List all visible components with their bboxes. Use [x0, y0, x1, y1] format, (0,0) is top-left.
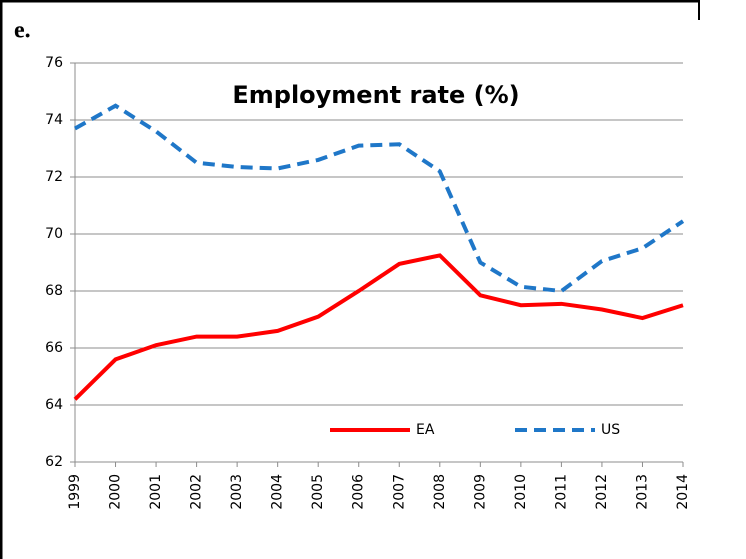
x-tick-label: 2011: [553, 474, 569, 510]
x-tick-label: 2013: [634, 474, 650, 510]
x-tick-label: 2008: [432, 474, 448, 510]
y-tick-label: 70: [45, 226, 63, 242]
x-tick-label: 2002: [189, 474, 205, 510]
x-tick-label: 2005: [310, 474, 326, 510]
x-tick-label: 2003: [229, 474, 245, 510]
y-tick-label: 68: [45, 283, 63, 299]
chart-title: Employment rate (%): [232, 81, 519, 109]
series-line: [74, 103, 685, 294]
y-tick-label: 62: [45, 454, 63, 470]
x-tick-label: 2001: [148, 474, 164, 510]
legend-label: EA: [416, 422, 435, 438]
x-tick-label: 2006: [351, 474, 367, 510]
y-tick-label: 64: [45, 397, 63, 413]
x-tick-label: 2000: [108, 474, 124, 510]
x-tick-label: 1999: [67, 474, 83, 510]
x-tick-label: 2014: [675, 474, 691, 510]
x-tick-label: 2012: [594, 474, 610, 510]
x-tick-label: 2009: [472, 474, 488, 510]
legend-label: US: [601, 422, 620, 438]
y-tick-label: 72: [45, 169, 63, 185]
x-tick-label: 2004: [270, 474, 286, 510]
y-tick-label: 74: [45, 112, 63, 128]
panel-label: e.: [14, 18, 31, 44]
x-tick-label: 2010: [513, 474, 529, 510]
series-line: [73, 253, 684, 401]
x-tick-label: 2007: [391, 474, 407, 510]
y-tick-label: 66: [45, 340, 63, 356]
y-tick-label: 76: [45, 55, 63, 71]
